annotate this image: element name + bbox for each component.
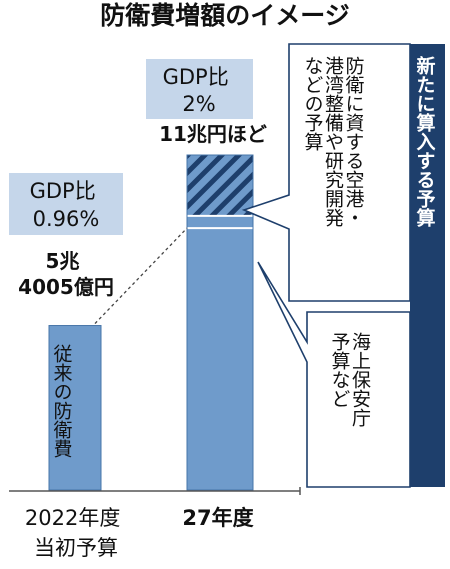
total-label-2022-line1: 5兆 <box>46 249 80 273</box>
category-label-2022-line2: 当初予算 <box>34 536 118 560</box>
gdp-label-2027-line1: GDP比 <box>163 65 229 89</box>
callout-upper-text: 防衛に資する空港・ 港湾整備や研究開発 などの予算 <box>301 56 365 227</box>
gdp-label-2027-line2: 2% <box>182 92 215 116</box>
gdp-label-2022-line1: GDP比 <box>30 179 96 203</box>
bar-2027-conventional <box>187 228 253 490</box>
gdp-label-2027: GDP比 2% <box>163 65 236 116</box>
callout-lower-text: 海上保安庁 予算など <box>328 332 372 427</box>
legend-band <box>410 44 445 487</box>
gdp-label-2022-line2: 0.96% <box>33 207 100 231</box>
total-label-2027: 11兆円ほど <box>159 122 267 146</box>
category-label-2022-line1: 2022年度 <box>25 506 120 530</box>
total-label-2022: 5兆 4005億円 <box>18 249 114 299</box>
gdp-box-2022 <box>9 173 123 235</box>
chart-title: 防衛費増額のイメージ <box>100 1 350 30</box>
bar-2027-new-budget-hatched <box>187 155 253 216</box>
bar-2027-coast-guard <box>187 215 253 229</box>
connector-line <box>94 227 188 324</box>
gdp-box-2027 <box>146 59 253 119</box>
bar-2027-outline <box>186 154 254 491</box>
gdp-label-2022: GDP比 0.96% <box>30 179 103 231</box>
bar-2022-conventional <box>48 325 102 491</box>
category-label-2027: 27年度 <box>182 506 253 530</box>
segment-label-conventional: 従来の防衛費 <box>50 344 73 458</box>
legend-header: 新たに算入する予算 <box>413 56 436 227</box>
category-label-2022: 2022年度 当初予算 <box>25 506 127 560</box>
total-label-2022-line2: 4005億円 <box>18 275 114 299</box>
